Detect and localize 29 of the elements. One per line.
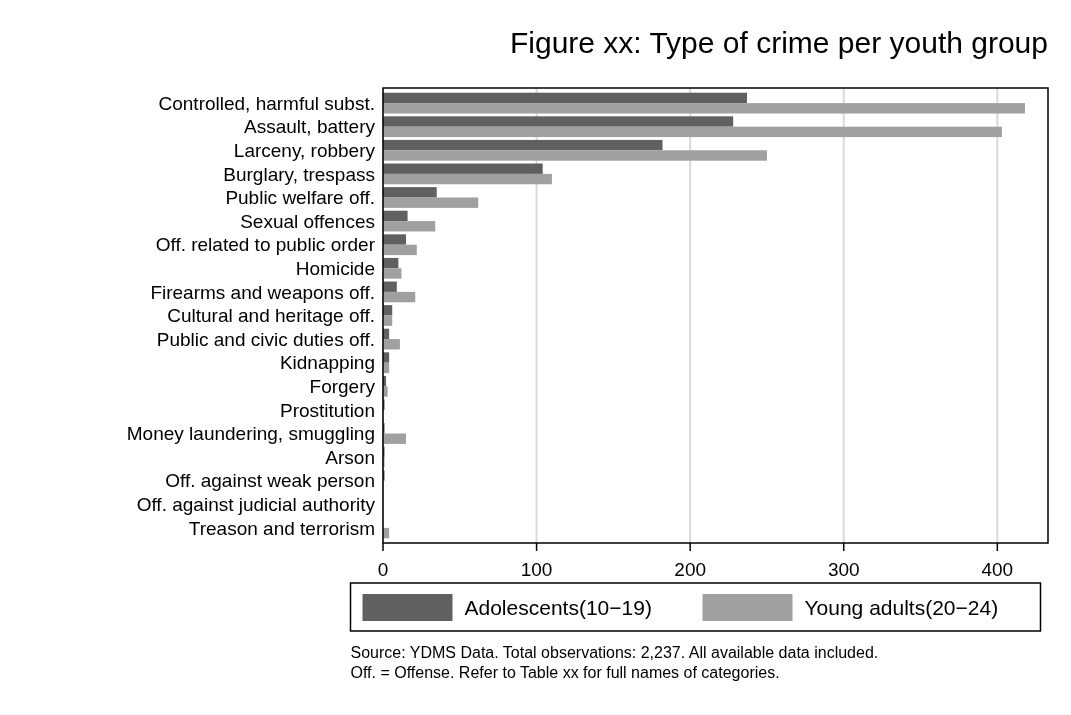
y-tick-label: Homicide (295, 257, 375, 279)
x-tick-label: 100 (520, 559, 553, 580)
y-tick-label: Kidnapping (279, 352, 375, 374)
y-tick-label: Treason and terrorism (188, 517, 375, 539)
x-tick-label: 200 (674, 559, 707, 580)
chart-title: Figure xx: Type of crime per youth group (509, 26, 1048, 59)
y-tick-label: Forgery (309, 375, 376, 397)
y-tick-label: Public and civic duties off. (156, 328, 375, 350)
y-tick-label: Prostitution (279, 399, 375, 421)
y-tick-label: Cultural and heritage off. (167, 305, 375, 327)
x-tick-label: 400 (981, 559, 1014, 580)
legend-label: Young adults(20−24) (804, 596, 999, 619)
y-tick-label: Burglary, trespass (223, 163, 375, 185)
y-tick-label: Larceny, robbery (233, 139, 376, 161)
y-tick-label: Firearms and weapons off. (150, 281, 375, 303)
source-note: Source: YDMS Data. Total observations: 2,237. All available data included. (350, 644, 879, 661)
x-tick-label: 0 (377, 559, 389, 580)
y-tick-label: Off. against weak person (165, 470, 375, 492)
y-tick-label: Public welfare off. (225, 187, 375, 209)
y-tick-label: Controlled, harmful subst. (158, 92, 375, 114)
text: Off. = Offense. Refer to Table xx for full names of categories. (350, 664, 780, 681)
y-tick-label: Sexual offences (240, 210, 375, 232)
x-tick-label: 300 (827, 559, 860, 580)
y-tick-label: Off. against judicial authority (136, 493, 376, 515)
y-tick-label: Assault, battery (244, 116, 376, 138)
y-tick-label: Arson (325, 446, 375, 468)
legend-label: Adolescents(10−19) (464, 596, 652, 619)
y-tick-label: Money laundering, smuggling (126, 423, 375, 445)
y-tick-label: Off. related to public order (155, 234, 376, 256)
